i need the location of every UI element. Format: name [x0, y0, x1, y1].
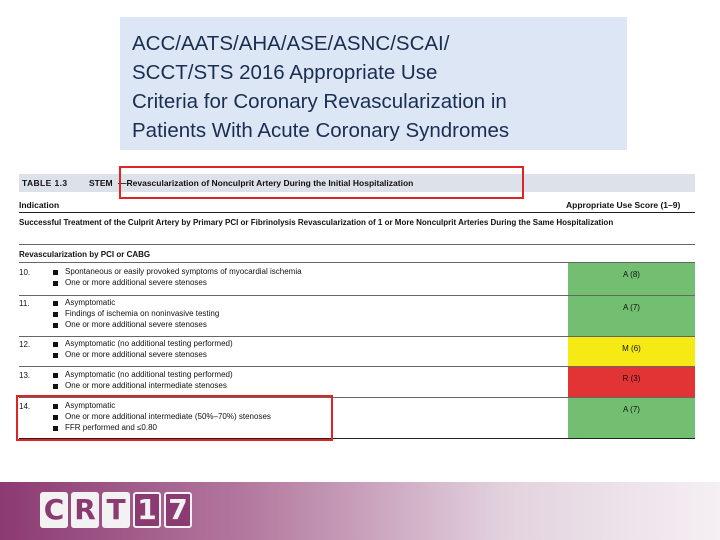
row-number: 12. [19, 340, 31, 349]
table-stem: STEM [89, 178, 113, 188]
bullet-icon [53, 312, 58, 317]
row-number: 11. [19, 299, 30, 308]
bullet-icon [53, 301, 58, 306]
indication-text: Asymptomatic (no additional testing perf… [65, 339, 233, 348]
table-subject: —Revascularization of Nonculprit Artery … [118, 178, 414, 188]
bullet-icon [53, 323, 58, 328]
bullet-icon [53, 404, 58, 409]
logo-letter: C [40, 492, 68, 528]
indication-text: One or more additional severe stenoses [65, 320, 207, 329]
slide-title-line-2: SCCT/STS 2016 Appropriate Use [132, 61, 438, 84]
indication-text: One or more additional severe stenoses [65, 350, 207, 359]
logo-digit: 7 [164, 492, 192, 528]
table-label: TABLE 1.3 [22, 178, 68, 188]
score-value: A (7) [623, 303, 640, 312]
row-number: 10. [19, 268, 31, 277]
divider [19, 397, 695, 398]
slide-title-line-3: Criteria for Coronary Revascularization … [132, 90, 507, 113]
score-value: A (8) [623, 270, 640, 279]
divider [19, 295, 695, 296]
row-number: 13. [19, 371, 31, 380]
score-value: R (3) [622, 374, 641, 383]
indication-text: Asymptomatic (no additional testing perf… [65, 370, 233, 379]
indication-text: One or more additional intermediate (50%… [65, 412, 271, 421]
bullet-icon [53, 353, 58, 358]
highlight-box-title [119, 166, 524, 199]
bullet-icon [53, 426, 58, 431]
bullet-icon [53, 384, 58, 389]
indication-text: FFR performed and ≤0.80 [65, 423, 157, 432]
indication-text: Spontaneous or easily provoked symptoms … [65, 267, 302, 276]
column-header-score: Appropriate Use Score (1–9) [566, 200, 681, 210]
indication-text: Asymptomatic [65, 401, 116, 410]
score-cell: M (6) [568, 337, 695, 366]
score-value: M (6) [622, 344, 641, 353]
logo-letter: R [71, 492, 99, 528]
section-title-primary: Successful Treatment of the Culprit Arte… [19, 218, 614, 227]
table-header-bar [19, 174, 695, 192]
divider [19, 336, 695, 337]
indication-text: One or more additional intermediate sten… [65, 381, 227, 390]
score-cell: A (7) [568, 296, 695, 336]
bullet-icon [53, 270, 58, 275]
score-cell: R (3) [568, 367, 695, 397]
logo-letter: T [102, 492, 130, 528]
crt17-logo: C R T 1 7 [40, 492, 192, 528]
slide-title-box: ACC/AATS/AHA/ASE/ASNC/SCAI/ SCCT/STS 201… [120, 17, 627, 150]
indication-text: Asymptomatic [65, 298, 116, 307]
slide-title-line-4: Patients With Acute Coronary Syndromes [132, 119, 510, 142]
logo-digit: 1 [133, 492, 161, 528]
slide-title-line-1: ACC/AATS/AHA/ASE/ASNC/SCAI/ [132, 32, 450, 55]
highlight-box-row-14 [16, 395, 333, 441]
indication-text: Findings of ischemia on noninvasive test… [65, 309, 220, 318]
divider [19, 438, 695, 439]
divider [19, 244, 695, 245]
divider [19, 262, 695, 263]
bullet-icon [53, 415, 58, 420]
score-value: A (7) [623, 405, 640, 414]
score-cell: A (8) [568, 263, 695, 295]
row-number: 14. [19, 402, 31, 411]
score-cell: A (7) [568, 398, 695, 438]
indication-text: One or more additional severe stenoses [65, 278, 207, 287]
bullet-icon [53, 373, 58, 378]
section-title-revascularization: Revascularization by PCI or CABG [19, 250, 151, 259]
bullet-icon [53, 342, 58, 347]
column-header-indication: Indication [19, 200, 60, 210]
divider [19, 366, 695, 367]
divider [19, 212, 695, 213]
bullet-icon [53, 281, 58, 286]
